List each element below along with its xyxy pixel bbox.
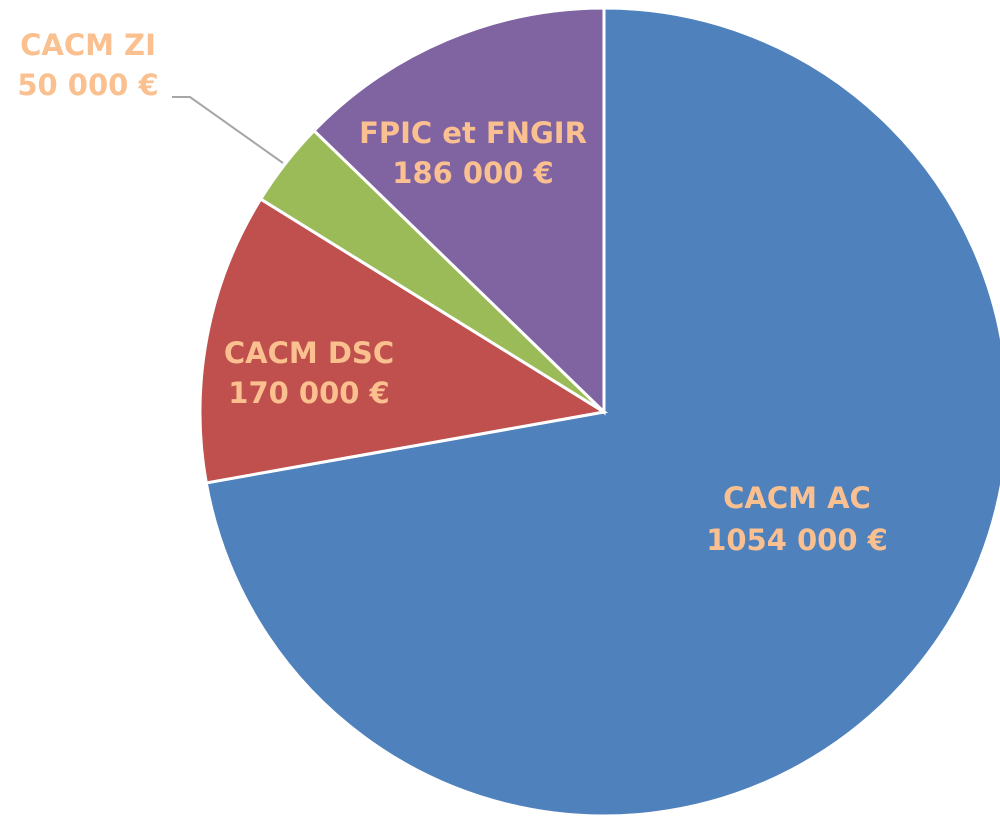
pie-slice [198,196,609,485]
slice-value-label: 1054 000 € [706,523,888,557]
slice-value-label: 186 000 € [392,156,553,190]
slice-value-label: 170 000 € [228,376,389,410]
leader-line [172,96,284,164]
pie-slice [311,6,606,416]
slice-label: CACM AC [723,481,871,515]
slice-label: CACM DSC [224,336,394,370]
pie-slice [204,6,1000,818]
slice-label: FPIC et FNGIR [359,116,587,150]
slice-label: CACM ZI [20,28,156,62]
slice-value-label: 50 000 € [17,68,158,102]
